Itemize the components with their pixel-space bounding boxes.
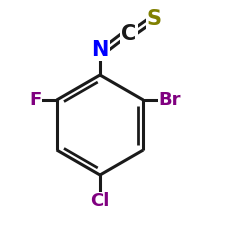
Text: Cl: Cl xyxy=(90,192,110,210)
Text: Br: Br xyxy=(158,91,181,109)
Text: F: F xyxy=(29,91,42,109)
Text: S: S xyxy=(147,9,162,29)
Text: N: N xyxy=(91,40,109,60)
Text: C: C xyxy=(121,24,136,44)
